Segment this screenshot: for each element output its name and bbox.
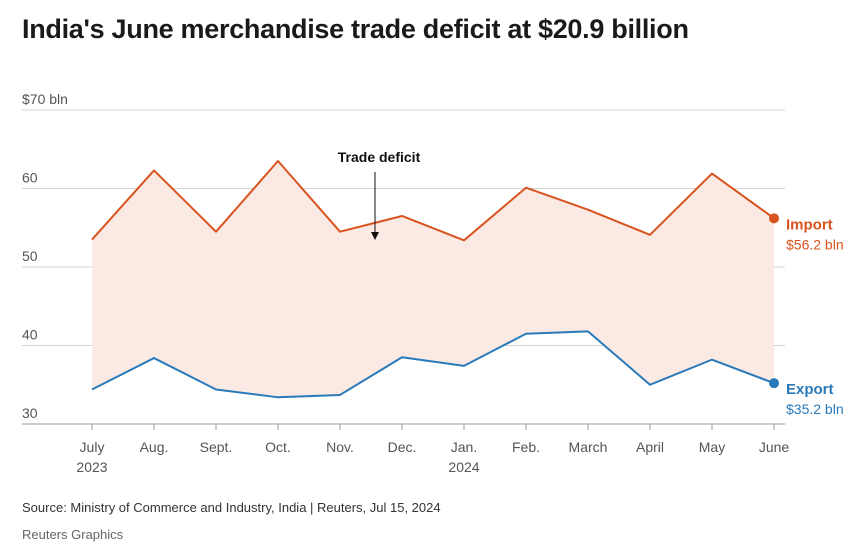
y-tick-label: 40 bbox=[22, 327, 38, 343]
x-tick-label: July bbox=[80, 439, 105, 455]
end-labels: Import $56.2 bln Export $35.2 bln bbox=[786, 216, 844, 417]
x-tick-label: Nov. bbox=[326, 439, 354, 455]
y-tick-label: $70 bln bbox=[22, 91, 68, 107]
import-label: Import bbox=[786, 216, 833, 233]
x-year-label: 2023 bbox=[76, 459, 107, 475]
x-tick-label: Sept. bbox=[200, 439, 233, 455]
y-tick-label: 50 bbox=[22, 248, 38, 264]
export-value-label: $35.2 bln bbox=[786, 401, 844, 417]
x-tick-label: Dec. bbox=[388, 439, 417, 455]
x-tick-label: April bbox=[636, 439, 664, 455]
x-tick-label: March bbox=[569, 439, 608, 455]
export-line bbox=[91, 330, 775, 399]
export-end-dot bbox=[769, 378, 779, 389]
trade-deficit-area bbox=[92, 161, 774, 398]
x-tick-label: Jan. bbox=[451, 439, 477, 455]
credit-note: Reuters Graphics bbox=[22, 527, 124, 542]
y-tick-label: 30 bbox=[22, 405, 38, 421]
import-value-label: $56.2 bln bbox=[786, 236, 844, 252]
x-tick-label: Oct. bbox=[265, 439, 291, 455]
annotation-arrow-head bbox=[371, 232, 379, 240]
x-tick-label: Feb. bbox=[512, 439, 540, 455]
source-note: Source: Ministry of Commerce and Industr… bbox=[22, 500, 441, 515]
x-axis-ticks: July Aug. Sept. Oct. Nov. Dec. Jan. Feb. March Ap… bbox=[76, 424, 789, 475]
chart-title: India's June merchandise trade deficit a… bbox=[22, 14, 689, 44]
x-tick-label: June bbox=[759, 439, 790, 455]
y-tick-label: 60 bbox=[22, 170, 38, 186]
x-tick-label: May bbox=[699, 439, 725, 455]
import-line bbox=[91, 160, 775, 242]
x-tick-label: Aug. bbox=[140, 439, 169, 455]
y-axis-ticks: 30 40 50 60 $70 bln bbox=[22, 91, 68, 421]
export-label: Export bbox=[786, 381, 834, 398]
series-lines bbox=[91, 160, 779, 399]
annotations: Trade deficit bbox=[338, 149, 421, 240]
annotation-label: Trade deficit bbox=[338, 149, 421, 165]
import-end-dot bbox=[769, 213, 779, 224]
x-year-label: 2024 bbox=[448, 459, 479, 475]
